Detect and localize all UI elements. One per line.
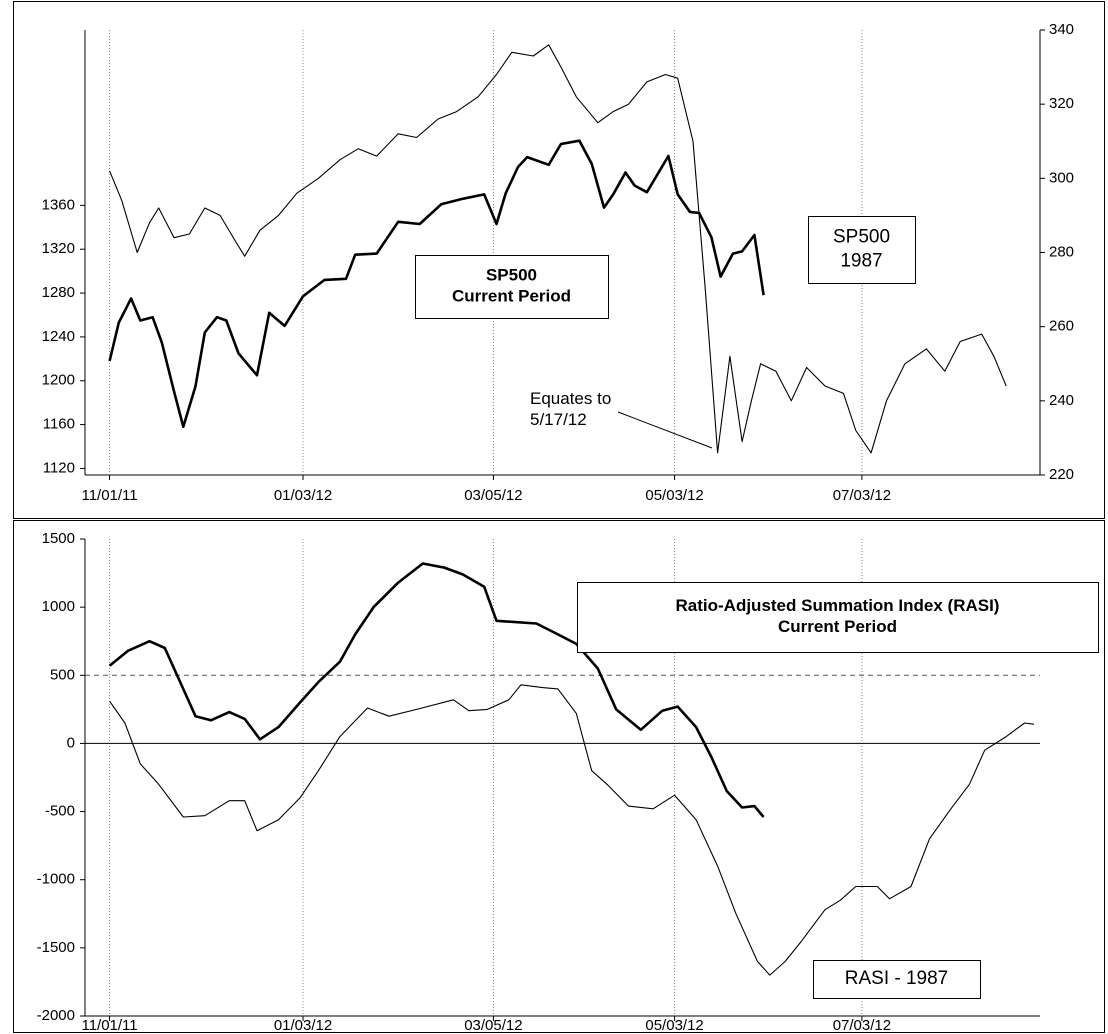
y2-tick-label: 240 <box>1049 392 1074 409</box>
y-tick-label: 1120 <box>43 459 75 476</box>
series-line <box>108 562 765 818</box>
y2-tick-label: 260 <box>1049 318 1074 335</box>
y-tick-label: -1500 <box>37 939 75 956</box>
y-tick-label: 1320 <box>42 240 75 257</box>
x-tick-label: 11/01/11 <box>81 487 137 504</box>
series-line <box>109 44 1007 454</box>
annotation-text: Current Period <box>778 617 897 636</box>
series-line <box>109 684 1034 976</box>
y-tick-label: 1360 <box>42 196 75 213</box>
annotation-leader <box>617 411 713 449</box>
bottom-panel-frame <box>13 520 1105 1033</box>
annotation-box <box>415 255 609 319</box>
annotation-text: Current Period <box>452 287 571 306</box>
annotation-box <box>577 582 1099 653</box>
y-tick-label: 1000 <box>42 598 75 615</box>
y2-tick-label: 320 <box>1049 95 1074 112</box>
y-tick-label: 0 <box>67 734 75 751</box>
annotation-text: 1987 <box>840 250 882 271</box>
annotation-box <box>808 216 916 284</box>
x-tick-label: 03/05/12 <box>464 487 522 504</box>
y-tick-label: -500 <box>45 803 75 820</box>
annotation-text: RASI - 1987 <box>845 968 949 989</box>
top-panel-frame <box>13 1 1105 519</box>
y-tick-label: -1000 <box>37 871 75 888</box>
y2-tick-label: 280 <box>1049 243 1074 260</box>
x-tick-label: 03/05/12 <box>464 1017 522 1034</box>
annotation-box <box>813 960 981 999</box>
annotation-text: SP500 <box>833 227 890 248</box>
y-tick-label: 1160 <box>43 416 75 433</box>
annotation-text: Ratio-Adjusted Summation Index (RASI) <box>676 596 1000 615</box>
y2-tick-label: 340 <box>1049 21 1074 38</box>
y-tick-label: 500 <box>50 666 75 683</box>
annotation-text: SP500 <box>486 265 537 284</box>
y-tick-label: 1500 <box>42 530 75 547</box>
annotation-text: Equates to <box>530 389 611 408</box>
series-line <box>108 139 765 429</box>
x-tick-label: 01/03/12 <box>274 487 332 504</box>
x-tick-label: 05/03/12 <box>645 1017 703 1034</box>
x-tick-label: 07/03/12 <box>833 1017 891 1034</box>
y-tick-label: 1280 <box>42 284 75 301</box>
y-tick-label: 1200 <box>42 372 75 389</box>
y2-tick-label: 220 <box>1049 466 1074 483</box>
x-tick-label: 07/03/12 <box>833 487 891 504</box>
x-tick-label: 05/03/12 <box>645 487 703 504</box>
x-tick-label: 11/01/11 <box>81 1017 137 1034</box>
annotation-text: 5/17/12 <box>530 410 587 429</box>
y2-tick-label: 300 <box>1049 169 1074 186</box>
y-tick-label: 1240 <box>42 328 75 345</box>
y-tick-label: -2000 <box>37 1007 75 1024</box>
x-tick-label: 01/03/12 <box>274 1017 332 1034</box>
